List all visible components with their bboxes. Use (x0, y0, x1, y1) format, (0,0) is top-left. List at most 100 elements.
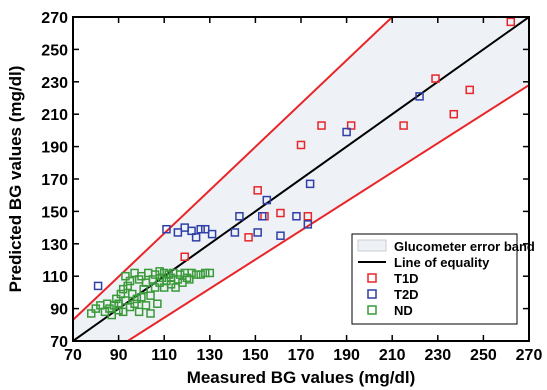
data-point (159, 268, 169, 278)
legend-label: Glucometer error band (394, 239, 535, 254)
data-point (153, 299, 162, 308)
data-point (191, 270, 201, 279)
data-point (200, 268, 210, 278)
data-point (150, 283, 160, 292)
data-point (146, 291, 155, 300)
x-tick-label: 90 (110, 347, 128, 364)
series-t2d (93, 92, 424, 291)
error-band-upper-line (73, 17, 393, 321)
data-point (125, 276, 135, 286)
data-point (205, 268, 215, 278)
data-point (431, 74, 440, 83)
x-tick-label: 170 (288, 347, 315, 364)
data-point (292, 212, 301, 221)
data-point (112, 294, 121, 304)
y-tick-label: 270 (41, 10, 68, 27)
data-point (244, 233, 253, 242)
y-tick-label: 170 (41, 172, 68, 189)
data-point (200, 224, 210, 234)
data-point (128, 289, 137, 299)
x-tick-label: 210 (379, 347, 406, 364)
data-point (182, 273, 192, 283)
x-axis-title: Measured BG values (mg/dl) (187, 368, 416, 387)
x-tick-label: 150 (242, 347, 269, 364)
legend-swatch-band (357, 239, 387, 252)
legend-label: ND (394, 303, 413, 318)
legend-swatch-marker (367, 273, 377, 283)
tick-labels: 70 90 110 130 150 170 190 210 230 250 270 70 90 110 13… (41, 10, 542, 364)
data-point (262, 195, 272, 205)
error-band-lower-line (127, 84, 529, 341)
data-point (449, 109, 459, 119)
data-point (196, 224, 205, 234)
data-point (187, 226, 196, 236)
y-tick-label: 130 (41, 237, 68, 254)
legend-label: T2D (394, 287, 419, 302)
legend-item: T2D (367, 287, 419, 302)
series-nd (86, 267, 215, 320)
data-point (276, 208, 285, 218)
legend-swatch-marker (367, 305, 377, 315)
data-point (134, 307, 144, 317)
x-tick-label: 190 (333, 347, 360, 364)
equality-line (73, 17, 529, 341)
data-point (257, 212, 267, 221)
data-point (137, 293, 146, 302)
data-point (171, 283, 180, 292)
legend-swatch-marker (367, 289, 377, 299)
data-point (399, 121, 408, 130)
data-point (305, 179, 315, 189)
data-point (342, 127, 351, 137)
data-point (276, 231, 285, 240)
data-point (346, 121, 356, 130)
y-tick-label: 90 (50, 302, 68, 319)
data-point (146, 309, 155, 318)
legend-item: T1D (367, 271, 419, 286)
y-tick-label: 250 (41, 42, 68, 59)
x-tick-label: 130 (196, 347, 223, 364)
legend-label: Line of equality (394, 255, 490, 270)
y-tick-label: 70 (50, 334, 68, 351)
data-point (121, 296, 130, 305)
data-point (253, 186, 262, 195)
y-tick-label: 110 (42, 269, 68, 286)
x-tick-label: 250 (470, 347, 497, 364)
data-point (196, 270, 205, 279)
axis-ticks (72, 16, 530, 342)
data-point (207, 229, 217, 239)
data-point (121, 271, 130, 281)
data-point (130, 299, 139, 308)
y-tick-label: 210 (41, 107, 68, 124)
x-tick-label: 230 (424, 347, 451, 364)
legend-item: Glucometer error band (357, 239, 535, 254)
legend-label: T1D (394, 271, 419, 286)
data-points-layer (86, 17, 516, 320)
data-point (107, 310, 117, 320)
data-point (230, 228, 240, 237)
series-t1d (180, 17, 516, 262)
y-tick-label: 230 (41, 75, 68, 92)
legend-item: Line of equality (358, 255, 490, 270)
data-point (506, 17, 516, 27)
y-axis-title: Predicted BG values (mg/dl) (6, 66, 25, 293)
data-point (187, 268, 196, 278)
y-tick-label: 150 (41, 204, 68, 221)
data-point (93, 281, 103, 291)
data-point (235, 212, 244, 221)
data-point (415, 92, 424, 101)
x-tick-label: 70 (64, 347, 82, 364)
y-tick-label: 190 (41, 140, 68, 157)
data-point (253, 228, 262, 237)
data-point (303, 212, 313, 221)
data-point (86, 309, 96, 318)
data-point (118, 284, 128, 294)
data-point (132, 294, 142, 304)
data-point (296, 140, 306, 150)
data-point (118, 307, 128, 317)
x-tick-label: 270 (516, 347, 543, 364)
data-point (303, 220, 313, 229)
data-point (162, 224, 171, 234)
